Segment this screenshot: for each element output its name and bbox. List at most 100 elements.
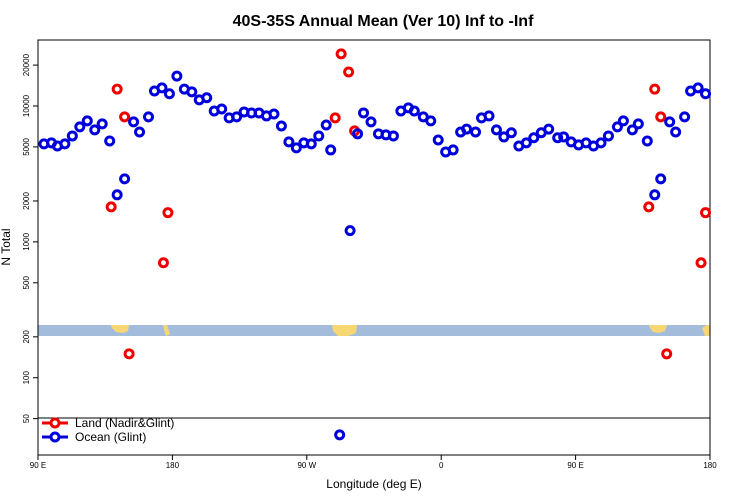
data-point: [505, 127, 517, 139]
data-point: [595, 137, 607, 149]
data-point: [520, 137, 532, 149]
data-point: [123, 348, 135, 360]
data-point: [365, 116, 377, 128]
data-point: [143, 111, 155, 123]
data-point: [483, 110, 495, 122]
legend-label: Land (Nadir&Glint): [75, 416, 174, 430]
data-point: [602, 130, 614, 142]
y-tick-label: 50: [22, 414, 31, 423]
legend-marker: [49, 417, 61, 429]
y-tick-label: 10000: [22, 94, 31, 117]
y-tick-label: 20000: [22, 53, 31, 76]
data-point: [275, 120, 287, 132]
data-point: [128, 116, 140, 128]
data-point: [490, 124, 502, 136]
data-point: [695, 257, 707, 269]
data-point: [134, 126, 146, 138]
legend-marker: [49, 431, 61, 443]
data-point: [611, 121, 623, 133]
data-point: [111, 83, 123, 95]
data-point: [358, 107, 370, 119]
x-axis-label: Longitude (deg E): [326, 477, 421, 491]
data-point: [692, 82, 704, 94]
data-point: [163, 88, 175, 100]
y-tick-label: 500: [22, 276, 31, 290]
x-tick-label: 180: [703, 461, 717, 470]
data-point: [320, 119, 332, 131]
data-point: [649, 83, 661, 95]
data-point: [543, 123, 555, 135]
y-tick-label: 100: [22, 371, 31, 385]
x-tick-label: 90 E: [30, 461, 46, 470]
x-tick-label: 90 E: [567, 461, 583, 470]
data-point: [59, 138, 71, 150]
land-shape: [163, 325, 170, 336]
data-point: [552, 132, 564, 144]
land-shape: [649, 325, 667, 333]
y-tick-label: 5000: [22, 137, 31, 155]
data-point: [290, 142, 302, 154]
x-tick-label: 0: [439, 461, 444, 470]
data-point: [679, 111, 691, 123]
data-point: [352, 128, 364, 140]
y-tick-label: 2000: [22, 192, 31, 210]
data-point: [470, 126, 482, 138]
data-point: [104, 135, 116, 147]
data-point: [432, 134, 444, 146]
data-point: [344, 225, 356, 237]
data-point: [643, 201, 655, 213]
y-tick-label: 200: [22, 330, 31, 344]
y-axis-label: N Total: [0, 228, 13, 265]
ocean-band: [38, 325, 710, 336]
data-point: [156, 82, 168, 94]
data-point: [216, 103, 228, 115]
data-point: [162, 207, 174, 219]
data-point: [425, 115, 437, 127]
data-point: [528, 132, 540, 144]
legend-label: Ocean (Glint): [75, 430, 146, 444]
data-point: [664, 116, 676, 128]
data-point: [387, 130, 399, 142]
data-point: [343, 66, 355, 78]
data-point: [408, 105, 420, 117]
data-point: [334, 429, 346, 441]
land-shape: [332, 325, 357, 336]
data-point: [632, 118, 644, 130]
data-point: [461, 123, 473, 135]
data-point: [105, 201, 117, 213]
data-point: [157, 257, 169, 269]
data-point: [700, 88, 712, 100]
data-point: [74, 121, 86, 133]
chart-title: 40S-35S Annual Mean (Ver 10) Inf to -Inf: [233, 13, 534, 30]
data-point: [313, 130, 325, 142]
data-point: [89, 124, 101, 136]
data-point: [201, 92, 213, 104]
map-strip: [38, 325, 710, 336]
data-point: [81, 115, 93, 127]
data-point: [66, 130, 78, 142]
data-point: [447, 144, 459, 156]
data-point: [325, 144, 337, 156]
data-point: [558, 131, 570, 143]
data-point: [335, 48, 347, 60]
data-point: [329, 112, 341, 124]
data-point: [670, 126, 682, 138]
data-point: [96, 118, 108, 130]
y-tick-label: 1000: [22, 232, 31, 250]
x-tick-label: 180: [166, 461, 180, 470]
data-point: [186, 86, 198, 98]
data-point: [649, 189, 661, 201]
data-point: [661, 348, 673, 360]
data-point: [283, 136, 295, 148]
land-shape: [702, 325, 710, 336]
data-point: [626, 124, 638, 136]
data-point: [617, 115, 629, 127]
data-point: [119, 173, 131, 185]
data-point: [171, 70, 183, 82]
data-point: [119, 111, 131, 123]
plot-frame: [37, 39, 711, 456]
data-point: [641, 135, 653, 147]
data-point: [655, 173, 667, 185]
data-point: [305, 138, 317, 150]
